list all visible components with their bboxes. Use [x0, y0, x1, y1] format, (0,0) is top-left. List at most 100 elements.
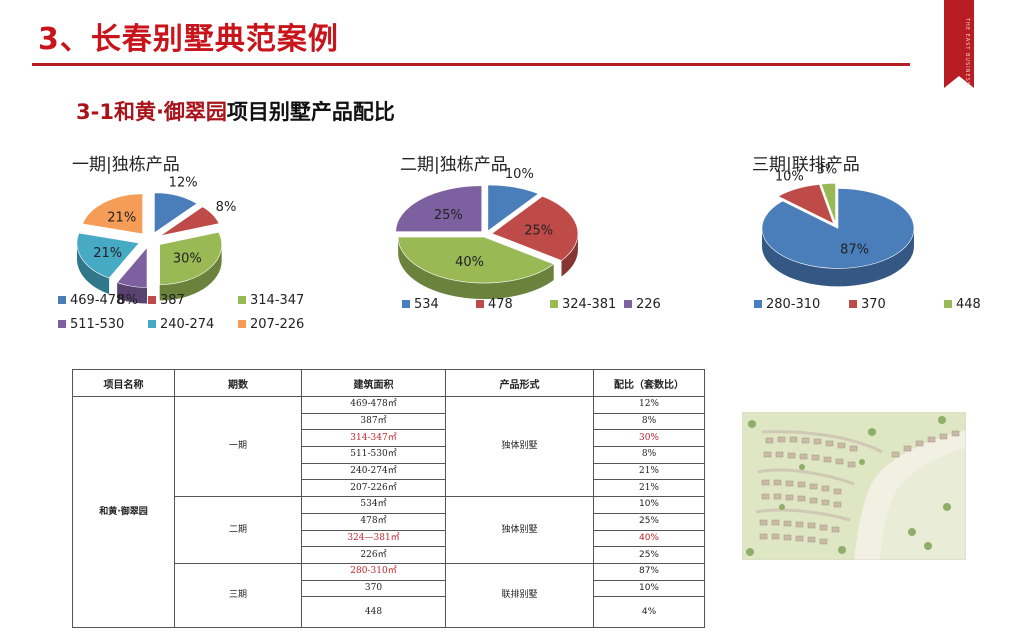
area-cell: 226㎡	[301, 546, 446, 564]
legend-label: 207-226	[250, 317, 304, 332]
legend-swatch	[238, 320, 246, 328]
legend-swatch	[550, 300, 558, 308]
area-cell: 280-310㎡	[301, 562, 446, 581]
project-name-cell: 和黄·御翠园	[72, 395, 175, 629]
pie-data-label: 21%	[93, 246, 122, 261]
title-divider	[32, 63, 910, 66]
area-cell: 469-478㎡	[301, 396, 446, 414]
form-cell: 联排别墅	[445, 562, 594, 629]
phase-cell: 一期	[174, 395, 302, 498]
legend-label: 314-347	[250, 293, 304, 308]
pie-slice	[761, 188, 915, 269]
pie-slice	[116, 246, 148, 288]
legend-label: 448	[956, 297, 981, 312]
legend-swatch	[58, 296, 66, 304]
pie-slice	[487, 184, 540, 232]
pie-data-label: 10%	[775, 169, 804, 184]
legend-swatch	[624, 300, 632, 308]
chart-title-phase3: 三期|联排产品	[752, 155, 860, 175]
legend-label: 240-274	[160, 317, 214, 332]
ratio-cell: 10%	[593, 579, 705, 598]
area-cell: 534㎡	[301, 496, 446, 514]
ratio-cell: 8%	[593, 412, 705, 431]
pie-data-label: 21%	[107, 210, 136, 225]
legend-swatch	[58, 320, 66, 328]
legend-label: 534	[414, 297, 439, 312]
bookmark-ribbon	[944, 0, 974, 88]
legend-label: 478	[488, 297, 513, 312]
pie-slice	[159, 231, 223, 285]
pie-slice	[154, 192, 198, 234]
ratio-cell: 12%	[593, 396, 705, 414]
ratio-cell: 8%	[593, 446, 705, 464]
legend-swatch	[944, 300, 952, 308]
table-row: 511-530㎡ 8%	[73, 446, 705, 464]
ratio-cell: 10%	[593, 496, 705, 514]
legend-label: 226	[636, 297, 661, 312]
legend-swatch	[402, 300, 410, 308]
ratio-cell: 40%	[593, 529, 705, 548]
ratio-cell: 87%	[593, 562, 705, 581]
area-cell: 314-347㎡	[301, 429, 446, 448]
pie-slice-side	[761, 228, 914, 287]
pie-slice	[82, 193, 143, 235]
pie-chart-phase2: 10% 25% 40% 25% 534 478 324-381 226	[395, 168, 661, 312]
pie-slice-side	[398, 237, 554, 300]
header-ratio: 配比（套数比）	[593, 369, 705, 397]
pie-slice-side	[76, 243, 110, 295]
subtitle-rest: 项目别墅产品配比	[226, 100, 395, 124]
pie-data-label: 30%	[173, 251, 202, 266]
legend-swatch	[148, 296, 156, 304]
table-row: 370 10%	[73, 579, 705, 598]
table-row: 和黄·御翠园 一期 469-478㎡ 独体别墅 12%	[72, 395, 705, 629]
table-row: 207-226㎡ 21%	[73, 479, 705, 498]
pie-slice	[397, 236, 555, 284]
product-ratio-table: 项目名称 期数 建筑面积 产品形式 配比（套数比） 和黄·御翠园 一期 469-…	[72, 369, 705, 629]
legend-swatch	[148, 320, 156, 328]
pie-data-label: 87%	[840, 243, 869, 258]
pie-data-label: 3%	[817, 163, 838, 178]
pie-slice	[777, 184, 835, 225]
ratio-cell: 25%	[593, 512, 705, 531]
area-cell: 207-226㎡	[301, 479, 446, 498]
phase-cell: 二期	[174, 496, 302, 564]
page-title: 3、长春别墅典范案例	[38, 22, 339, 57]
form-cell: 独体别墅	[445, 496, 594, 564]
table-row: 448 4%	[73, 596, 705, 629]
pie-data-label: 8%	[216, 200, 237, 215]
pie-data-label: 25%	[524, 224, 553, 239]
area-cell: 448	[301, 596, 446, 629]
legend-label: 387	[160, 293, 185, 308]
ratio-cell: 21%	[593, 479, 705, 498]
ratio-cell: 25%	[593, 546, 705, 564]
header-form: 产品形式	[445, 369, 594, 397]
ratio-cell: 30%	[593, 429, 705, 448]
ratio-cell: 4%	[593, 596, 705, 629]
legend-label: 469-478	[70, 293, 124, 308]
legend-swatch	[238, 296, 246, 304]
header-area: 建筑面积	[301, 369, 446, 397]
legend-swatch	[476, 300, 484, 308]
subtitle-project: 3-1和黄·御翠园	[76, 100, 227, 124]
pie-data-label: 25%	[434, 208, 463, 223]
pie-slice-side	[117, 282, 148, 304]
chart-title-phase1: 一期|独栋产品	[72, 155, 180, 175]
header-phase: 期数	[174, 369, 302, 397]
area-cell: 324—381㎡	[301, 529, 446, 548]
pie-slice	[159, 206, 220, 237]
area-cell: 387㎡	[301, 412, 446, 431]
pie-slice-side	[159, 244, 222, 301]
legend-label: 324-381	[562, 297, 616, 312]
area-cell: 478㎡	[301, 512, 446, 531]
area-cell: 511-530㎡	[301, 446, 446, 464]
ratio-cell: 21%	[593, 462, 705, 481]
section-subtitle: 3-1和黄·御翠园项目别墅产品配比	[76, 96, 395, 126]
pie-slice-side	[561, 233, 578, 277]
pie-data-label: 10%	[505, 168, 534, 182]
pie-slice	[820, 183, 836, 224]
pie-chart-phase3: 87% 10% 3% 280-310 370 448	[754, 163, 981, 312]
pie-slice	[76, 232, 140, 279]
chart-title-phase2: 二期|独栋产品	[400, 155, 508, 175]
table-row: 478㎡ 25%	[73, 512, 705, 531]
